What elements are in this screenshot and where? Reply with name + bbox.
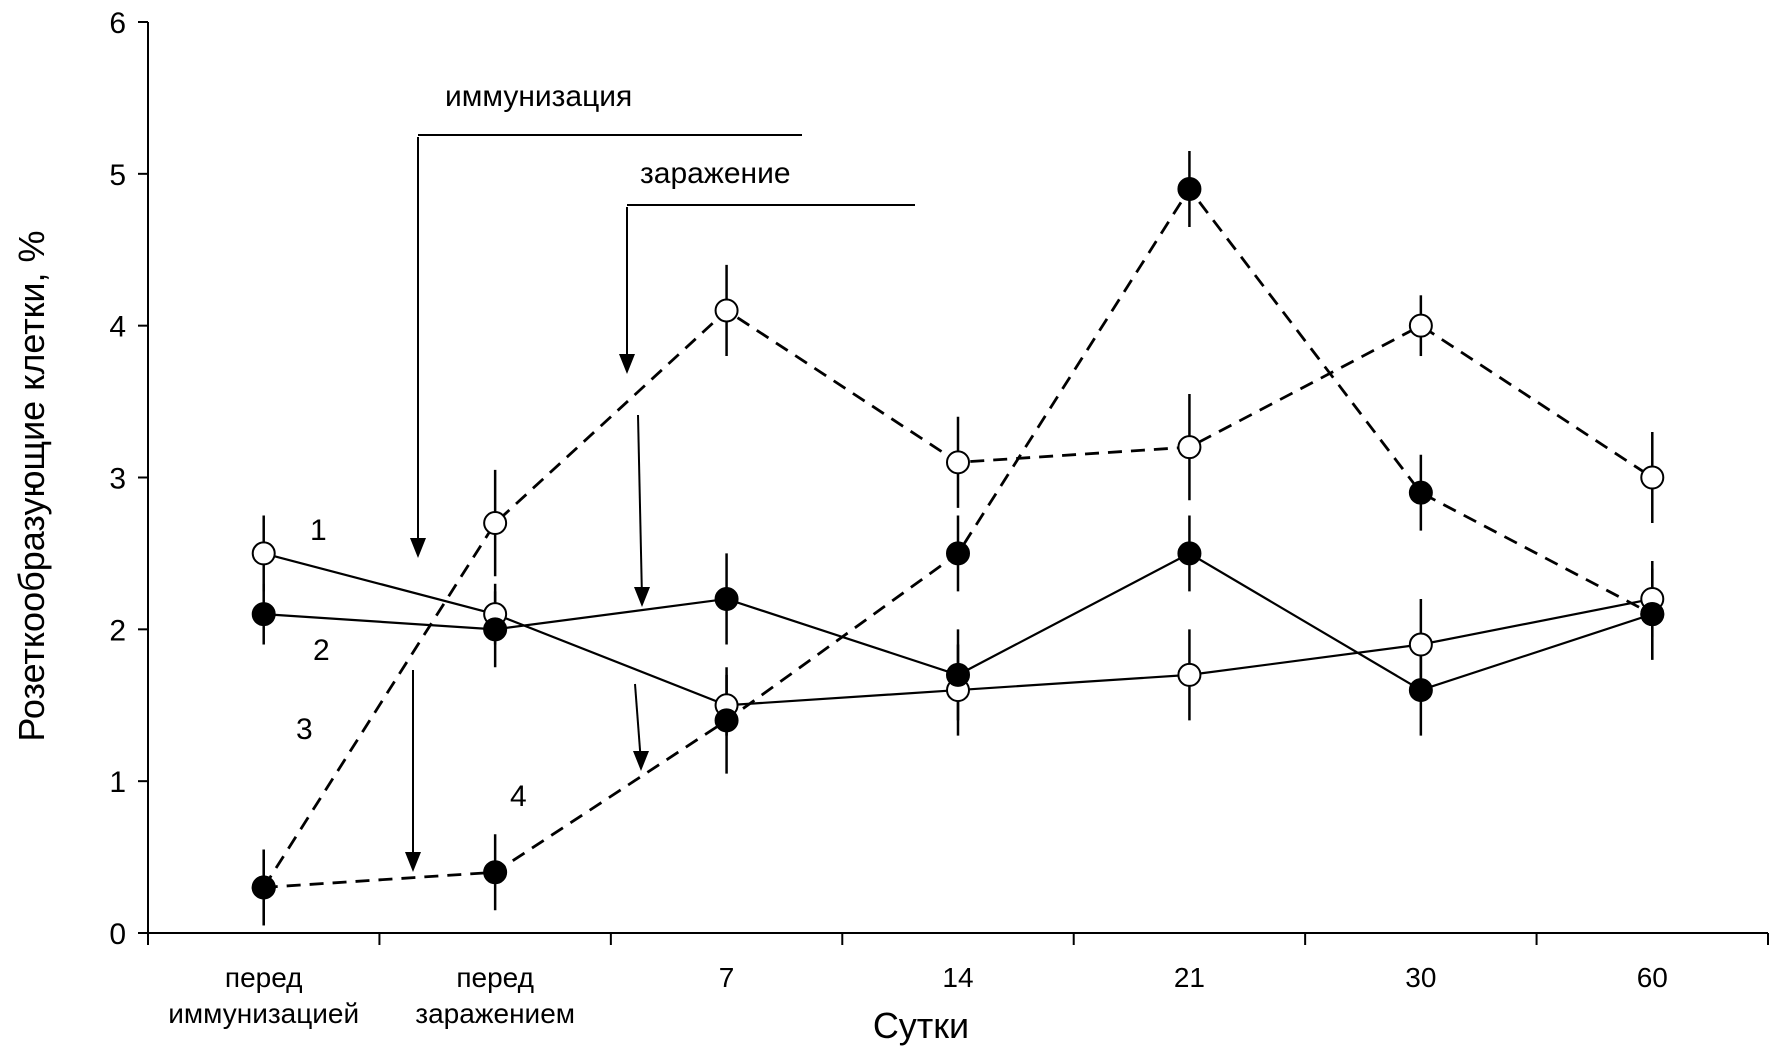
immunization-label: иммунизация <box>445 80 632 113</box>
infection-arrow-2 <box>637 414 643 599</box>
y-tick-label-5: 5 <box>109 159 126 192</box>
point-s3-p1 <box>483 511 508 536</box>
point-s3-p6 <box>1640 465 1665 490</box>
y-tick-label-4: 4 <box>109 311 126 344</box>
point-s1-p4 <box>1177 662 1202 687</box>
immunization-arrowhead-2 <box>405 852 421 872</box>
point-s2-p1 <box>483 617 508 642</box>
point-s3-p3 <box>946 450 970 475</box>
point-s3-p4 <box>1177 435 1202 460</box>
curve-labels: 1 2 3 4 <box>296 514 527 813</box>
point-s4-p3 <box>946 541 970 566</box>
point-s2-p4 <box>1177 541 1202 566</box>
infection-arrow-3 <box>634 683 642 764</box>
x-tick-label-6: 60 <box>1637 962 1668 993</box>
point-s4-p0 <box>251 875 276 900</box>
y-ticks: 0 1 2 3 4 5 6 <box>109 7 148 951</box>
x-ticks: перед иммунизацией перед заражением 7 14 21 30 6… <box>147 933 1769 1029</box>
x-tick-label-5: 30 <box>1405 962 1436 993</box>
x-tick-label-2: 7 <box>719 962 735 993</box>
y-tick-label-2: 2 <box>109 614 126 647</box>
curve-label-3: 3 <box>296 713 313 746</box>
error-bars <box>262 151 1654 926</box>
point-s4-p5 <box>1408 480 1433 505</box>
y-tick-label-3: 3 <box>109 463 126 496</box>
data-points <box>251 177 1665 900</box>
y-tick-label-0: 0 <box>109 918 126 951</box>
curve-label-1: 1 <box>310 514 327 547</box>
x-tick-label-0: перед иммунизацией <box>168 962 359 1029</box>
point-s2-p3 <box>946 662 970 687</box>
series-line-3 <box>262 308 1654 889</box>
y-tick-label-1: 1 <box>109 766 126 799</box>
x-tick-label-4: 21 <box>1174 962 1205 993</box>
infection-arrowhead-2 <box>634 587 650 607</box>
infection-arrowhead-1 <box>619 354 635 374</box>
point-s4-p1 <box>483 860 508 885</box>
point-s4-p6 <box>1640 602 1665 627</box>
immunization-arrowhead-1 <box>410 538 426 558</box>
point-s2-p0 <box>251 602 276 627</box>
y-tick-label-6: 6 <box>109 7 126 40</box>
infection-arrowhead-3 <box>633 751 649 771</box>
point-s1-p0 <box>251 541 276 566</box>
curve-label-2: 2 <box>313 634 330 667</box>
infection-label: заражение <box>640 157 791 190</box>
x-axis-title: Сутки <box>873 1005 969 1046</box>
curve-label-4: 4 <box>510 780 527 813</box>
point-s4-p2 <box>714 708 739 733</box>
x-tick-label-3: 14 <box>942 962 973 993</box>
y-axis-title: Розеткообразующие клетки, % <box>11 230 52 741</box>
point-s1-p5 <box>1408 632 1433 657</box>
point-s2-p2 <box>714 586 739 611</box>
point-s4-p4 <box>1177 177 1202 202</box>
point-s2-p5 <box>1408 678 1433 703</box>
x-tick-label-1: перед заражением <box>415 962 575 1029</box>
point-s3-p2 <box>714 298 739 323</box>
annotations: иммунизация заражение <box>405 80 915 872</box>
point-s3-p5 <box>1408 313 1433 338</box>
